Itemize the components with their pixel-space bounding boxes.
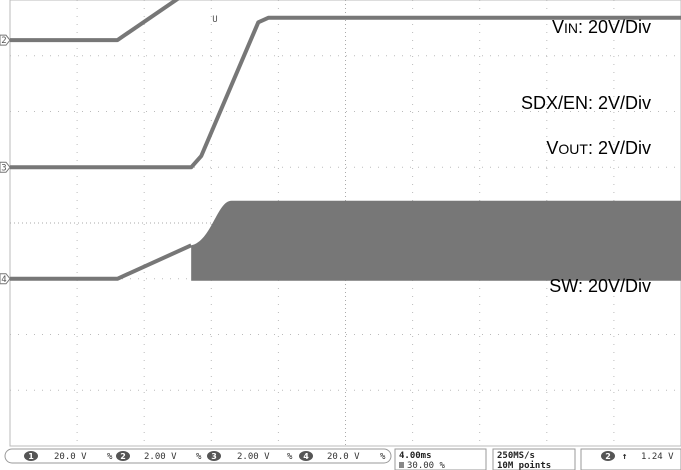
svg-text:%: % (196, 452, 202, 462)
trace-ch3 (10, 15, 681, 170)
ch3-readout[interactable]: 3 2.00 V % (207, 451, 293, 462)
timebase-readout[interactable]: 4.00ms 30.00 % (394, 448, 487, 470)
traces (10, 0, 681, 281)
svg-text:4.00ms: 4.00ms (399, 451, 432, 461)
svg-text:1.24 V: 1.24 V (641, 452, 674, 462)
ch1-readout[interactable]: 1 20.0 V % (24, 451, 113, 462)
svg-text:3: 3 (211, 452, 217, 461)
ch4-readout[interactable]: 4 20.0 V % (299, 451, 386, 462)
svg-text:2.00 V: 2.00 V (144, 452, 177, 462)
status-bar: 1 20.0 V % 2 2.00 V % 3 2.00 V % 4 20.0 … (0, 447, 681, 470)
svg-text:↑: ↑ (622, 452, 627, 462)
graticule-grid (9, 0, 681, 447)
svg-text:30.00 %: 30.00 % (407, 461, 446, 470)
svg-text:20.0 V: 20.0 V (327, 452, 360, 462)
ground-marker-ch4: 4 (0, 273, 11, 285)
label-vin: VIN: 20V/Div (552, 17, 651, 37)
svg-text:250MS/s: 250MS/s (497, 451, 535, 461)
switching-envelope-ch4 (191, 200, 681, 281)
svg-text:1: 1 (28, 452, 34, 461)
trigger-readout[interactable]: 2 ↑ 1.24 V (580, 448, 681, 470)
ground-marker-ch2: 2 (0, 34, 11, 46)
svg-text:20.0 V: 20.0 V (54, 452, 87, 462)
svg-text:2: 2 (605, 452, 611, 461)
trace-ch4 (10, 243, 193, 281)
svg-text:%: % (380, 452, 386, 462)
svg-text:%: % (287, 452, 293, 462)
ground-marker-ch3: 3 (0, 161, 11, 173)
svg-text:10M points: 10M points (497, 460, 551, 470)
acquisition-readout[interactable]: 250MS/s 10M points (492, 448, 576, 470)
trigger-position-marker: U (212, 15, 217, 25)
label-sdx-en: SDX/EN: 2V/Div (521, 93, 651, 113)
label-sw: SW: 20V/Div (549, 276, 651, 296)
ch2-readout[interactable]: 2 2.00 V % (116, 451, 202, 462)
svg-text:4: 4 (303, 452, 309, 461)
trace-ch2 (10, 0, 180, 43)
channel-ground-markers: 1234 (0, 34, 11, 285)
svg-text:%: % (107, 452, 113, 462)
svg-text:3: 3 (1, 163, 6, 173)
svg-text:2: 2 (120, 452, 126, 461)
label-vout: VOUT: 2V/Div (546, 138, 651, 158)
svg-text:4: 4 (1, 275, 6, 285)
svg-text:2.00 V: 2.00 V (237, 452, 270, 462)
svg-text:2: 2 (1, 36, 6, 46)
